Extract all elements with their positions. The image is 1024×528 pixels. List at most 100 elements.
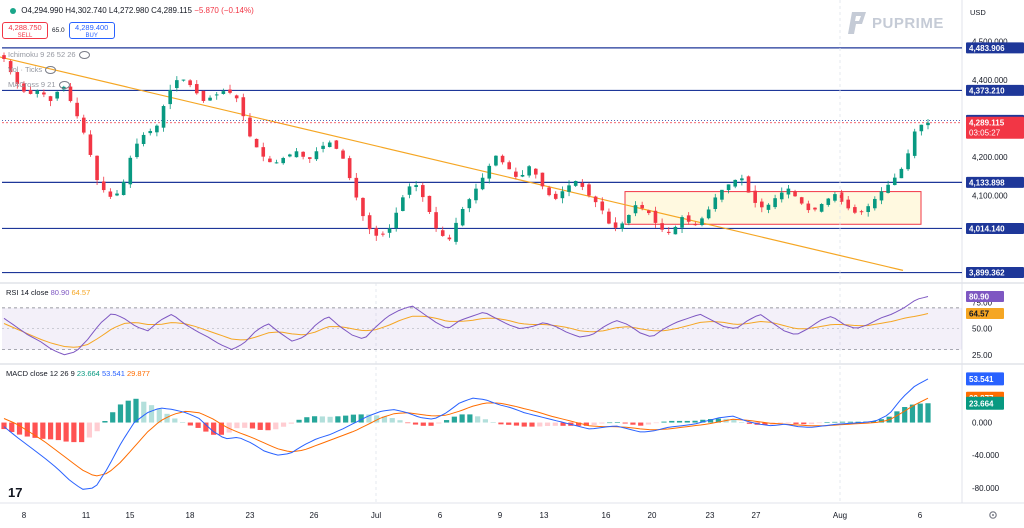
candle-body xyxy=(28,90,33,94)
ohlc-header: O4,294.990 H4,302.740 L4,272.980 C4,289.… xyxy=(10,6,254,15)
candle-body xyxy=(334,140,339,149)
macd-histogram-bar xyxy=(808,422,815,425)
candle-body xyxy=(507,162,512,170)
candle-body xyxy=(321,145,325,149)
candle-body xyxy=(892,177,897,186)
level-label: 4,373.210 xyxy=(969,86,1005,95)
indicator-macross[interactable]: MACross 9 21 xyxy=(8,80,70,90)
puprime-logo-icon xyxy=(848,12,866,34)
sell-button[interactable]: 4,288.750 SELL xyxy=(2,22,48,39)
macd-histogram-bar xyxy=(847,421,853,423)
candle-body xyxy=(301,151,305,157)
time-tick-label: 26 xyxy=(310,511,319,520)
candle-body xyxy=(487,165,492,179)
macd-histogram-bar xyxy=(638,422,644,426)
candle-body xyxy=(115,193,119,196)
candle-body xyxy=(520,174,525,177)
time-tick-label: 11 xyxy=(82,511,91,520)
macd-histogram-bar xyxy=(692,420,698,423)
low-value: L4,272.980 xyxy=(108,6,149,15)
macd-tick-label: 0.000 xyxy=(972,419,993,428)
time-tick-label: 15 xyxy=(126,511,135,520)
level-label-bg xyxy=(966,222,1024,234)
macd-legend: MACD close 12 26 9 23.664 53.541 29.877 xyxy=(6,369,150,378)
candle-body xyxy=(746,176,751,193)
macd-histogram-bar xyxy=(156,409,162,423)
countdown-label: 03:05:27 xyxy=(969,129,1001,138)
candle-body xyxy=(640,205,644,209)
currency-label[interactable]: USD xyxy=(970,8,986,17)
rsi-ma-value: 64.57 xyxy=(71,288,91,297)
spread-value: 65.0 xyxy=(52,27,65,34)
candle-body xyxy=(853,207,857,213)
change-value: −5.870 (−0.14%) xyxy=(194,6,254,15)
candle-body xyxy=(500,155,505,163)
macd-histogram-bar xyxy=(801,422,807,425)
candle-body xyxy=(819,204,824,212)
candle-body xyxy=(826,198,831,205)
macd-histogram-bar xyxy=(855,421,861,423)
current-price-label: 4,289.115 xyxy=(969,119,1005,128)
eye-icon[interactable] xyxy=(78,51,90,60)
candle-body xyxy=(733,179,738,187)
macd-tick-label: -80.000 xyxy=(972,484,1000,493)
macd-histogram-bar xyxy=(925,403,931,423)
candle-body xyxy=(181,79,186,81)
candle-body xyxy=(633,205,638,214)
candle-body xyxy=(899,168,904,179)
rsi-tick-label: 75.00 xyxy=(972,299,993,308)
candle-body xyxy=(288,154,292,157)
candle-body xyxy=(839,192,844,202)
candle-body xyxy=(307,157,312,159)
level-label-bg xyxy=(966,176,1024,188)
macd-line-value-label-bg xyxy=(966,372,1004,386)
candle-body xyxy=(381,233,385,235)
macd-histogram-bar xyxy=(871,421,877,423)
candle-body xyxy=(666,231,671,233)
candle-body xyxy=(68,86,73,102)
macd-signal-line xyxy=(3,397,929,477)
indicator-ichimoku[interactable]: Ichimoku 9 26 52 26 xyxy=(8,50,90,60)
macd-histogram-bar xyxy=(902,407,908,423)
rsi-ma-value-label: 64.57 xyxy=(969,310,990,319)
candle-body xyxy=(341,150,345,159)
macd-histogram-bar xyxy=(304,417,310,423)
rsi-line xyxy=(3,296,929,356)
settings-gear-icon[interactable] xyxy=(988,510,998,520)
macd-line-value-label: 53.541 xyxy=(969,375,994,384)
macd-histogram-bar xyxy=(102,421,108,423)
macd-histogram-bar xyxy=(645,422,652,425)
candle-body xyxy=(414,185,418,188)
indicator-macross-label: MACross 9 21 xyxy=(8,80,56,89)
candle-body xyxy=(760,201,764,208)
macd-histogram-bar xyxy=(172,418,178,423)
macd-histogram-bar xyxy=(506,422,512,425)
buy-button[interactable]: 4,289.400 BUY xyxy=(68,22,115,39)
macd-histogram-bar xyxy=(839,421,846,423)
candle-body xyxy=(374,228,379,236)
candle-body xyxy=(95,155,99,181)
candle-body xyxy=(155,125,159,133)
candle-body xyxy=(547,187,551,196)
candle-body xyxy=(647,210,651,214)
macd-histogram-bar xyxy=(552,422,558,426)
macd-histogram-bar xyxy=(257,422,263,430)
time-tick-label: 9 xyxy=(498,511,503,520)
candle-body xyxy=(22,83,26,92)
macd-histogram-bar xyxy=(148,405,155,423)
candle-body xyxy=(141,134,146,145)
candle-body xyxy=(327,142,332,148)
macd-histogram-bar xyxy=(575,422,582,426)
macd-histogram-bar xyxy=(816,422,822,424)
eye-icon[interactable] xyxy=(45,66,57,75)
macd-histogram-bar xyxy=(94,422,100,432)
macd-histogram-bar xyxy=(397,420,403,423)
brand-logo: PUPRIME xyxy=(846,10,944,36)
indicator-vol[interactable]: Vol · Ticks xyxy=(8,65,57,75)
candle-body xyxy=(740,178,744,181)
sell-label: SELL xyxy=(17,33,33,39)
candle-body xyxy=(294,151,299,158)
eye-icon[interactable] xyxy=(58,81,70,90)
macd-histogram-bar xyxy=(560,422,566,426)
